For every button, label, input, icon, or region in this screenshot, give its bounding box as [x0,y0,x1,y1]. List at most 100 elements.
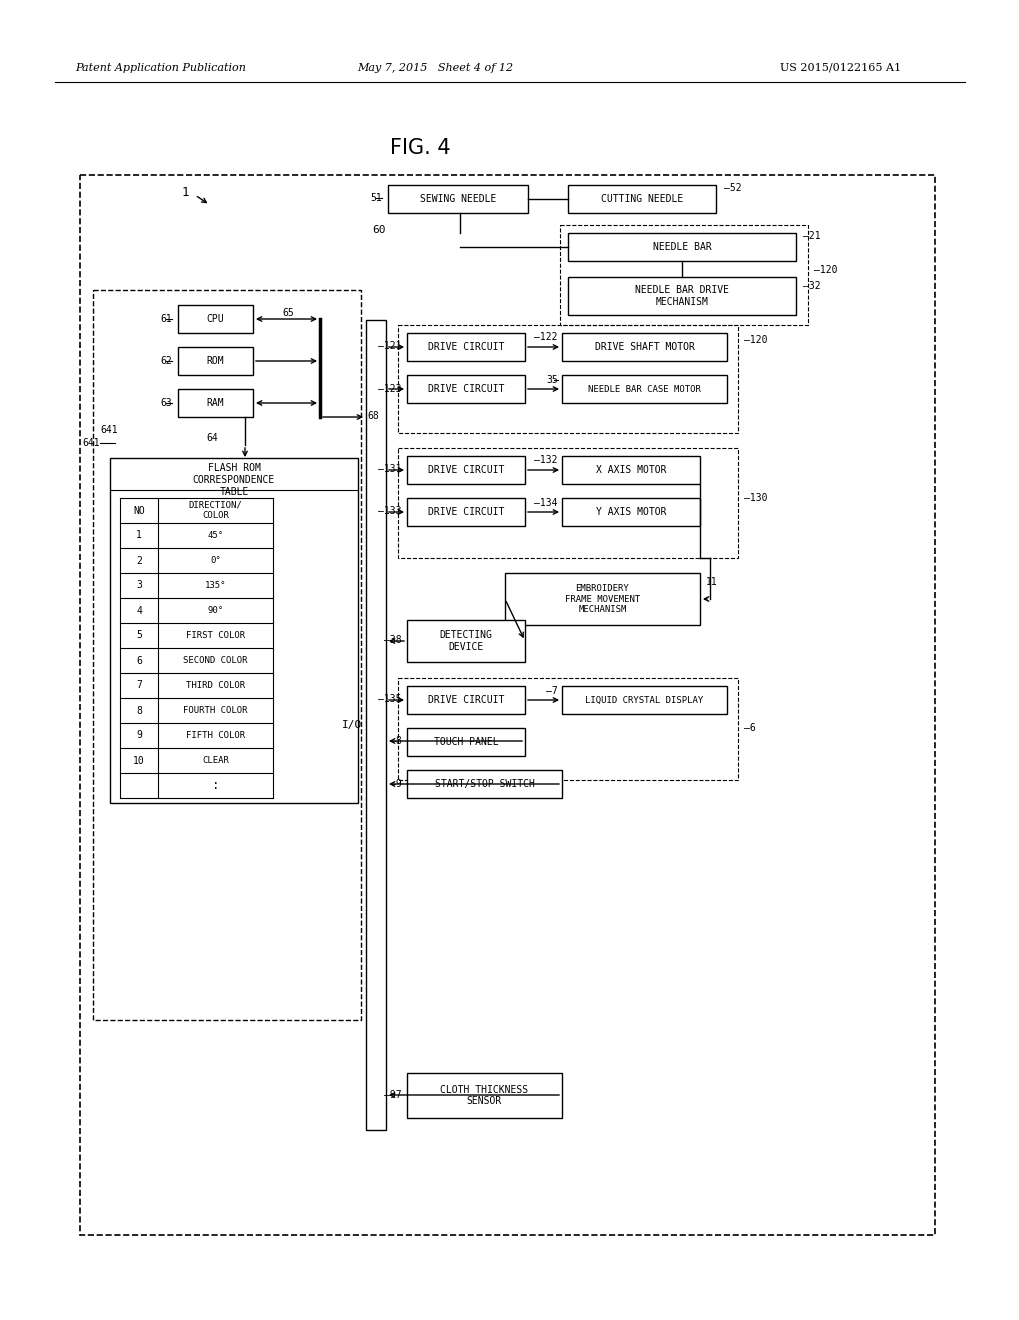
Text: —38: —38 [384,635,401,645]
Bar [178,389,253,417]
Bar [561,455,699,484]
Text: —135: —135 [378,694,401,704]
Text: 62: 62 [160,356,172,366]
Text: THIRD COLOR: THIRD COLOR [185,681,245,690]
Text: SEWING NEEDLE: SEWING NEEDLE [420,194,495,205]
Bar [504,573,699,624]
Text: 11: 11 [705,577,717,587]
Bar [407,333,525,360]
Text: —8: —8 [390,737,401,746]
Bar [407,455,525,484]
Text: US 2015/0122165 A1: US 2015/0122165 A1 [780,63,900,73]
Text: —120: —120 [813,265,837,275]
Text: EMBROIDERY
FRAME MOVEMENT
MECHANISM: EMBROIDERY FRAME MOVEMENT MECHANISM [565,583,640,614]
Text: —133: —133 [378,506,401,516]
Bar [559,224,807,325]
Text: 0°: 0° [210,556,221,565]
Bar [407,729,525,756]
Text: —32: —32 [802,281,820,290]
Text: —132: —132 [534,455,557,465]
Bar [407,770,561,799]
Text: 8: 8 [136,705,142,715]
Bar [568,185,715,213]
Text: FIRST COLOR: FIRST COLOR [185,631,245,640]
Text: NEEDLE BAR: NEEDLE BAR [652,242,710,252]
Text: DETECTING
DEVICE: DETECTING DEVICE [439,630,492,652]
Bar [407,620,525,663]
Text: 6: 6 [136,656,142,665]
Text: 10: 10 [133,755,145,766]
Text: 90°: 90° [207,606,223,615]
Text: —134: —134 [534,498,557,508]
Bar [93,290,361,1020]
Text: —21: —21 [802,231,820,242]
Text: FIG. 4: FIG. 4 [389,139,449,158]
Bar [178,347,253,375]
Bar [397,325,738,433]
Text: 5: 5 [136,631,142,640]
Bar [568,234,795,261]
Text: SECOND COLOR: SECOND COLOR [183,656,248,665]
Text: —52: —52 [723,183,741,193]
Text: Y AXIS MOTOR: Y AXIS MOTOR [595,507,665,517]
Bar [568,277,795,315]
Text: RAM: RAM [207,399,224,408]
Text: —97: —97 [384,1090,401,1100]
Text: May 7, 2015   Sheet 4 of 12: May 7, 2015 Sheet 4 of 12 [357,63,513,73]
Text: :: : [212,779,219,792]
Bar [407,375,525,403]
Bar [561,498,699,525]
Text: 63: 63 [160,399,172,408]
Bar [397,678,738,780]
Bar [79,176,934,1236]
Text: —122: —122 [534,333,557,342]
Text: FLASH ROM: FLASH ROM [207,463,260,473]
Text: CLEAR: CLEAR [202,756,228,766]
Text: —123: —123 [378,384,401,393]
Text: TOUCH PANEL: TOUCH PANEL [433,737,498,747]
Text: —131: —131 [378,465,401,474]
Text: NEEDLE BAR CASE MOTOR: NEEDLE BAR CASE MOTOR [588,384,700,393]
Text: 641: 641 [83,438,100,447]
Text: COLOR: COLOR [202,511,228,520]
Bar [110,458,358,803]
Text: —120: —120 [743,335,766,345]
Text: 4: 4 [136,606,142,615]
Bar [407,1073,561,1118]
Text: DRIVE CIRCUIT: DRIVE CIRCUIT [427,342,503,352]
Bar [178,305,253,333]
Text: 35: 35 [546,375,557,385]
Text: —130: —130 [743,492,766,503]
Bar [366,319,385,1130]
Text: 45°: 45° [207,531,223,540]
Bar [397,447,738,558]
Text: TABLE: TABLE [219,487,249,498]
Text: NEEDLE BAR DRIVE
MECHANISM: NEEDLE BAR DRIVE MECHANISM [635,285,729,306]
Text: —121: —121 [378,341,401,351]
Text: X AXIS MOTOR: X AXIS MOTOR [595,465,665,475]
Text: 61: 61 [160,314,172,323]
Bar [387,185,528,213]
Text: NO: NO [133,506,145,516]
Text: —6: —6 [743,723,755,733]
Text: 64: 64 [206,433,218,444]
Text: DRIVE CIRCUIT: DRIVE CIRCUIT [427,465,503,475]
Text: DRIVE SHAFT MOTOR: DRIVE SHAFT MOTOR [594,342,694,352]
Text: 51: 51 [370,193,382,203]
Text: —9: —9 [390,779,401,789]
Text: CLOTH THICKNESS
SENSOR: CLOTH THICKNESS SENSOR [440,1085,528,1106]
Text: 60: 60 [372,224,385,235]
Text: 68: 68 [367,411,378,421]
Text: 9: 9 [136,730,142,741]
Text: 65: 65 [282,308,293,318]
Text: 3: 3 [136,581,142,590]
Text: CPU: CPU [207,314,224,323]
Text: DRIVE CIRCUIT: DRIVE CIRCUIT [427,507,503,517]
Bar [407,498,525,525]
Text: CORRESPONDENCE: CORRESPONDENCE [193,475,275,484]
Text: I/O: I/O [341,719,362,730]
Bar [407,686,525,714]
Text: DRIVE CIRCUIT: DRIVE CIRCUIT [427,384,503,393]
Text: Patent Application Publication: Patent Application Publication [75,63,246,73]
Text: 641: 641 [100,425,117,436]
